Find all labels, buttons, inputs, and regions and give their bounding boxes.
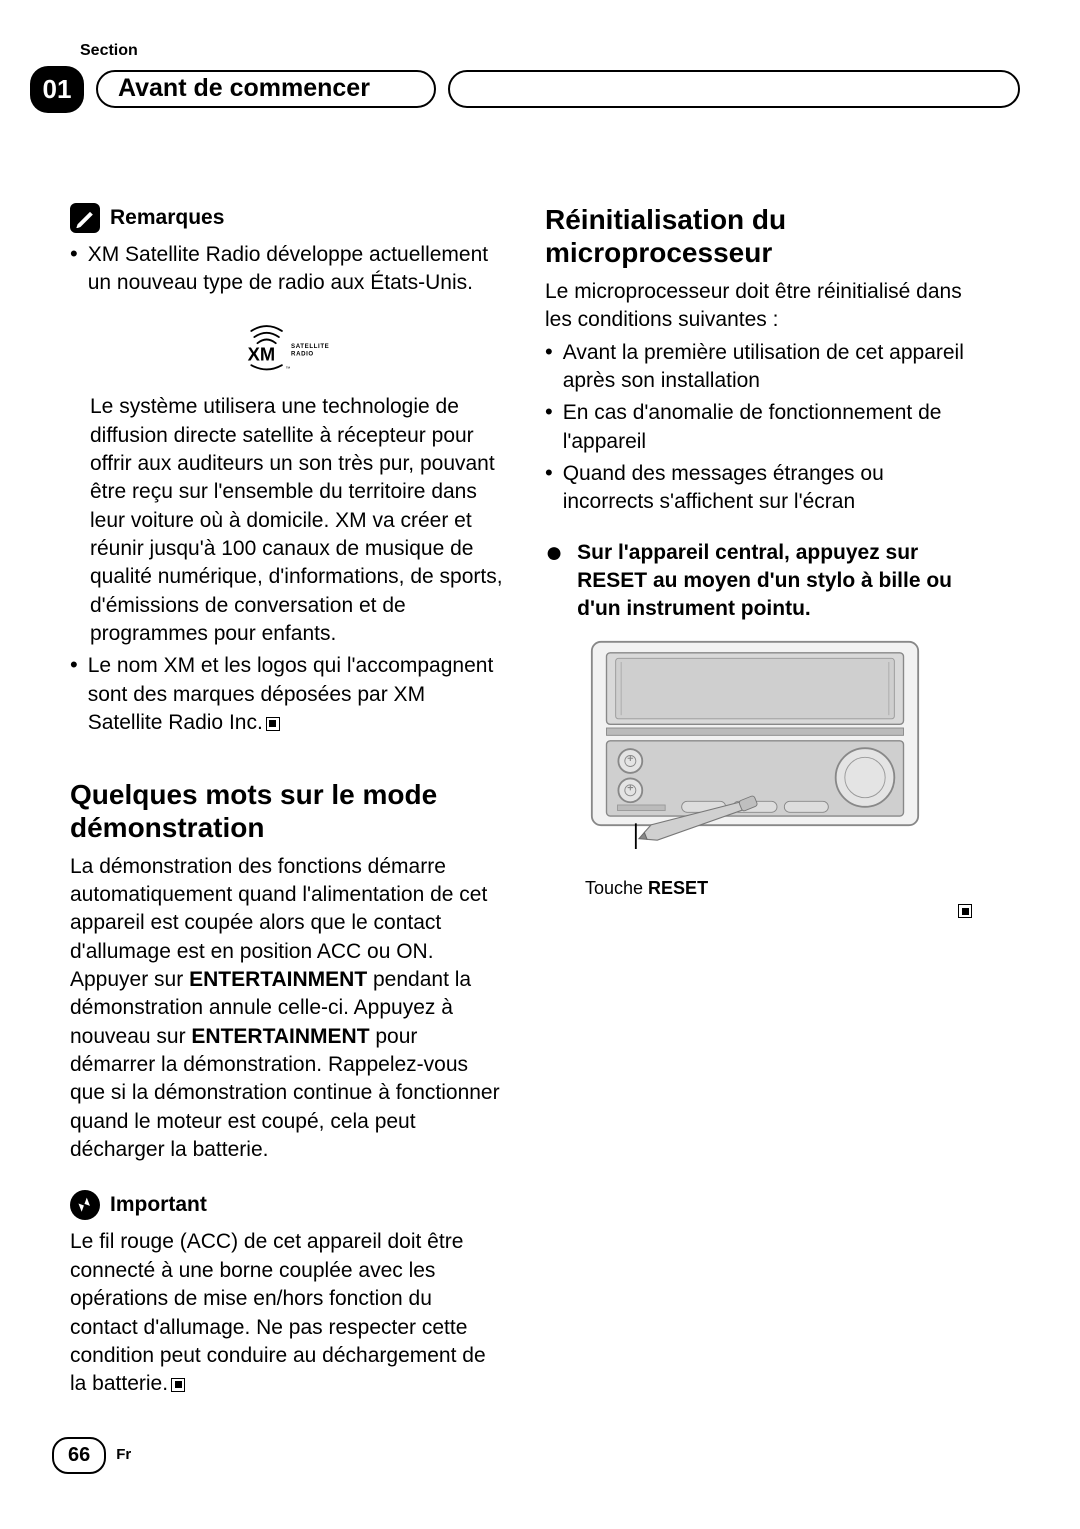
heading-demo: Quelques mots sur le mode démonstration	[70, 778, 505, 845]
heading-reset: Réinitialisation du microprocesseur	[545, 203, 980, 270]
bullet-text: En cas d'anomalie de fonctionnement de l…	[563, 399, 980, 456]
figure-caption: Touche RESET	[585, 876, 980, 900]
paragraph-text: Le microprocesseur doit être réinitialis…	[545, 278, 980, 335]
notes-icon	[70, 203, 100, 233]
end-marker-icon	[958, 904, 972, 918]
section-title-pill-empty	[448, 70, 1020, 108]
paragraph-text: Le fil rouge (ACC) de cet appareil doit …	[70, 1228, 505, 1398]
page-footer: 66 Fr	[52, 1437, 131, 1474]
list-item: En cas d'anomalie de fonctionnement de l…	[545, 399, 980, 456]
page-number: 66	[52, 1437, 106, 1474]
end-marker-icon	[171, 1378, 185, 1392]
instruction-text: Sur l'appareil central, appuyez sur RESE…	[577, 539, 980, 624]
list-item: Avant la première utilisation de cet app…	[545, 339, 980, 396]
svg-text:XM: XM	[247, 344, 274, 365]
bullet-text: Le nom XM et les logos qui l'accompagnen…	[88, 652, 505, 737]
end-marker-icon	[266, 717, 280, 731]
xm-logo: XM SATELLITE RADIO ™	[70, 315, 505, 375]
paragraph-text: La démonstration des fonctions démarre a…	[70, 853, 505, 1165]
list-item: Le nom XM et les logos qui l'accompagnen…	[70, 652, 505, 737]
bullet-text: XM Satellite Radio développe actuellemen…	[88, 241, 505, 298]
list-item: XM Satellite Radio développe actuellemen…	[70, 241, 505, 298]
section-title-pill: Avant de commencer	[96, 70, 436, 108]
instruction: ● Sur l'appareil central, appuyez sur RE…	[545, 539, 980, 624]
bullet-text: Avant la première utilisation de cet app…	[563, 339, 980, 396]
section-title: Avant de commencer	[118, 72, 370, 106]
bullet-text: Quand des messages étranges ou incorrect…	[563, 460, 980, 517]
list-item: Quand des messages étranges ou incorrect…	[545, 460, 980, 517]
important-icon	[70, 1190, 100, 1220]
remarques-heading: Remarques	[110, 204, 224, 232]
paragraph-text: Le système utilisera une technologie de …	[90, 393, 505, 648]
svg-text:SATELLITE: SATELLITE	[291, 343, 329, 350]
left-column: Remarques XM Satellite Radio développe a…	[70, 203, 505, 1399]
bullet-icon: ●	[545, 539, 563, 566]
section-number-badge: 01	[30, 66, 84, 113]
device-illustration	[575, 640, 980, 868]
right-column: Réinitialisation du microprocesseur Le m…	[545, 203, 980, 1399]
section-label: Section	[80, 40, 1020, 62]
important-heading: Important	[110, 1191, 207, 1219]
page-language: Fr	[116, 1445, 131, 1465]
svg-text:™: ™	[285, 366, 290, 372]
page-header: 01 Avant de commencer	[30, 66, 1020, 113]
svg-text:RADIO: RADIO	[291, 351, 314, 358]
